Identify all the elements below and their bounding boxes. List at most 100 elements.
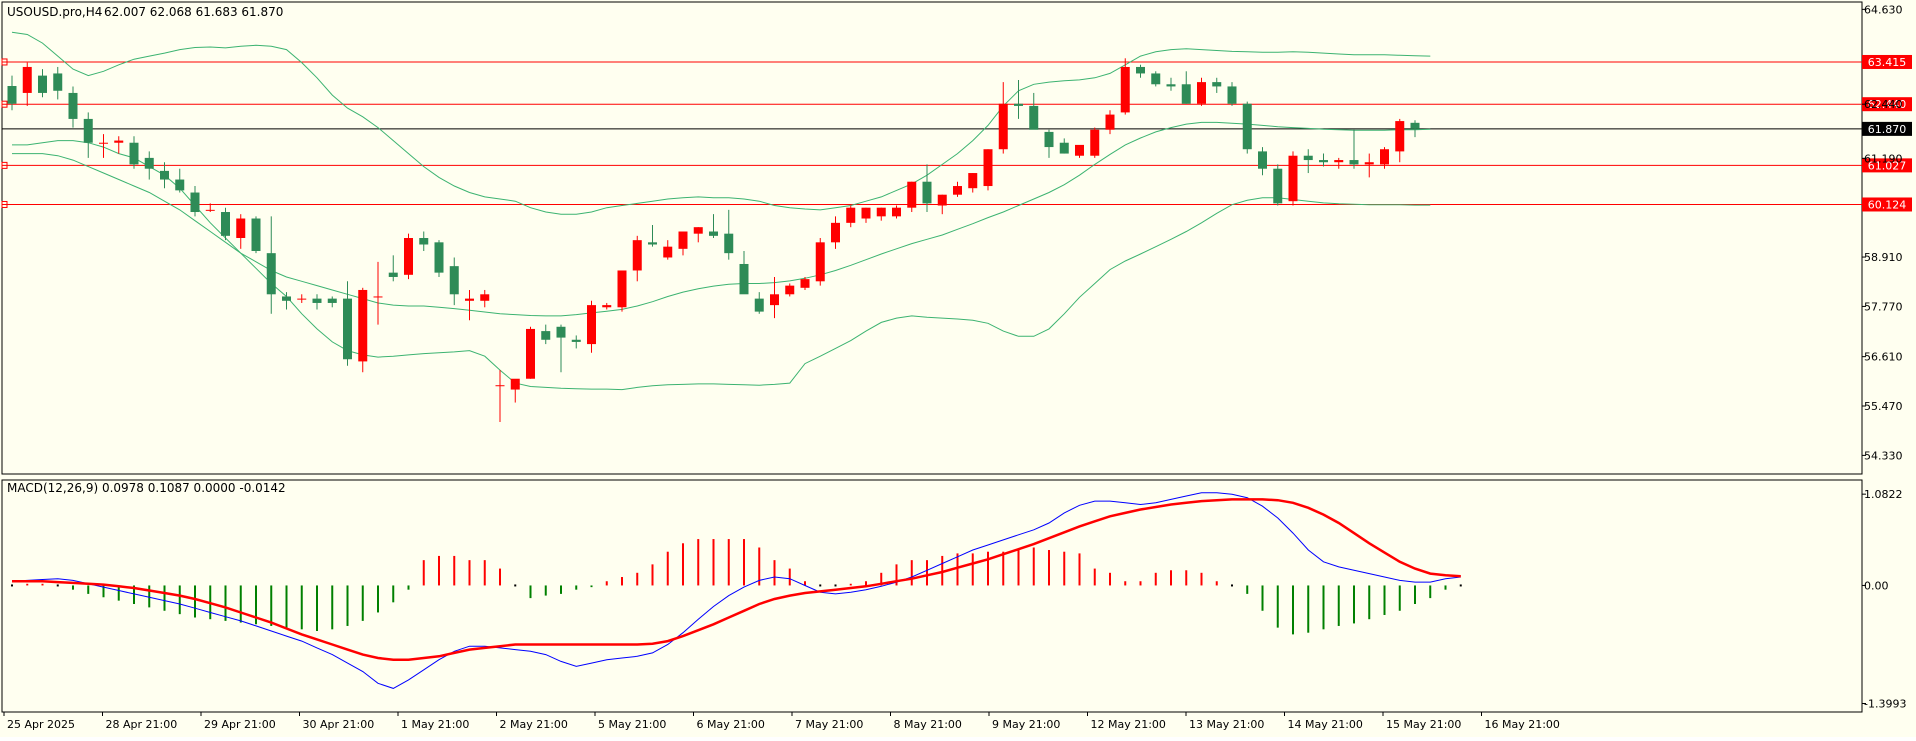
candle-body (1288, 155, 1298, 202)
candle-body (587, 305, 596, 345)
candle (648, 225, 657, 247)
macd-histogram-bar (834, 584, 837, 587)
candle-body (770, 294, 779, 306)
candle-body (800, 279, 810, 288)
candle-body (617, 270, 627, 308)
candle (510, 378, 520, 403)
candle-body (1075, 144, 1084, 156)
macd-tick-label: 1.0822 (1864, 488, 1903, 501)
time-tick-label: 16 May 21:00 (1485, 718, 1560, 731)
candle (236, 214, 246, 249)
candle (693, 227, 703, 243)
candle (861, 207, 871, 223)
candle-body (221, 212, 230, 236)
candle (1273, 164, 1283, 206)
time-tick-label: 7 May 21:00 (795, 718, 863, 731)
candle (449, 257, 459, 306)
candle-body (907, 181, 917, 208)
candle-body (602, 305, 612, 308)
candle-body (739, 263, 749, 295)
candle-body (998, 103, 1008, 150)
candle-body (495, 385, 505, 387)
candle-body (480, 294, 490, 301)
candle (373, 261, 383, 325)
time-tick-label: 12 May 21:00 (1091, 718, 1166, 731)
candle (83, 112, 93, 158)
candle-body (876, 207, 886, 217)
level-marker (1, 58, 8, 66)
candle (327, 296, 337, 308)
candle-body (1059, 142, 1069, 154)
candle (129, 136, 139, 169)
level-price-tag (1862, 97, 1912, 112)
time-tick-label: 30 Apr 21:00 (303, 718, 375, 731)
time-tick-label: 29 Apr 21:00 (204, 718, 276, 731)
candle-body (693, 227, 703, 234)
candle-body (968, 173, 978, 189)
level-price-tag (1862, 158, 1912, 173)
candle (709, 214, 718, 238)
candle (251, 216, 261, 254)
candle-body (1303, 155, 1313, 161)
candle (419, 231, 429, 251)
candle-body (831, 222, 840, 243)
candle (1212, 77, 1222, 93)
time-tick-label: 8 May 21:00 (894, 718, 962, 731)
level-price-tag (1862, 197, 1912, 212)
candle-body (541, 331, 551, 340)
candle-body (449, 266, 459, 295)
candle-body (419, 238, 429, 245)
candle (785, 283, 795, 297)
candle (1105, 110, 1115, 135)
candle (53, 66, 63, 100)
candle-body (1105, 114, 1115, 130)
macd-histogram-bar (11, 584, 13, 587)
macd-line (11, 492, 1461, 689)
candle-body (1044, 131, 1054, 148)
time-tick-label: 9 May 21:00 (992, 718, 1060, 731)
candle-body (297, 298, 307, 300)
candle (907, 181, 917, 213)
candle (22, 62, 32, 106)
candle-body (1258, 151, 1267, 169)
candle-body (1395, 121, 1405, 152)
candle-body (1181, 84, 1191, 104)
candle (38, 69, 47, 98)
candle-body (38, 75, 47, 93)
candle (1136, 64, 1145, 78)
candle-body (358, 289, 368, 362)
candle-body (1319, 160, 1328, 163)
candle-body (724, 233, 734, 254)
candle (99, 134, 108, 158)
candle (1242, 101, 1252, 154)
candle (1059, 138, 1069, 154)
candle-body (7, 86, 17, 104)
candle (739, 250, 749, 295)
level-price-label: 60.124 (1868, 198, 1907, 211)
candle-body (556, 326, 566, 338)
candle (1258, 147, 1267, 176)
macd-axis: 1.0822 0.00 -1.3993 (1862, 488, 1906, 711)
candle-body (526, 328, 535, 379)
candle (968, 173, 978, 193)
bollinger-middle-line (12, 121, 1431, 317)
time-axis: 25 Apr 2025 28 Apr 21:00 29 Apr 21:00 30 Ap… (3, 712, 1560, 731)
macd-histogram-bar (1459, 584, 1462, 587)
candle-body (99, 142, 108, 144)
candle (144, 151, 154, 180)
candle-body (510, 378, 520, 390)
macd-histogram-bar (1231, 584, 1233, 587)
ohlc-label: 62.007 62.068 61.683 61.870 (104, 5, 283, 19)
current-price-label: 61.870 (1868, 123, 1907, 136)
candle-body (1120, 66, 1130, 113)
time-tick-label: 1 May 21:00 (401, 718, 469, 731)
candle-body (1364, 162, 1374, 165)
macd-histogram-bar (56, 584, 59, 587)
candle (1227, 82, 1237, 106)
time-tick-label: 6 May 21:00 (697, 718, 765, 731)
candle (1044, 129, 1054, 158)
candle (815, 238, 825, 286)
candle (434, 240, 444, 277)
